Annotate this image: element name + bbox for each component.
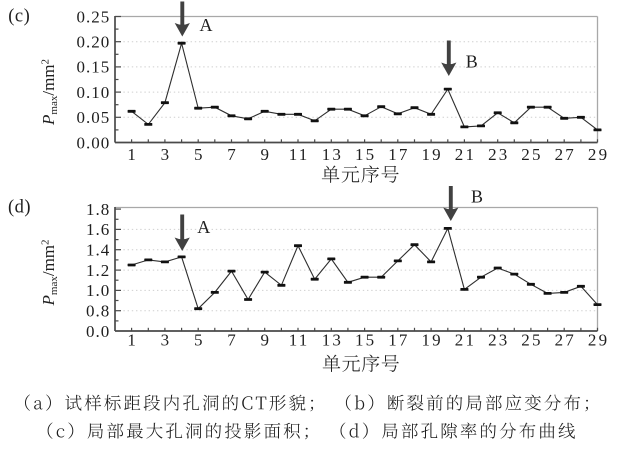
svg-text:23: 23 bbox=[488, 331, 509, 350]
svg-text:0.15: 0.15 bbox=[76, 58, 110, 77]
svg-text:0.20: 0.20 bbox=[76, 33, 110, 52]
svg-text:11: 11 bbox=[289, 331, 310, 350]
svg-text:19: 19 bbox=[421, 331, 442, 350]
svg-text:15: 15 bbox=[355, 331, 376, 350]
svg-text:5: 5 bbox=[194, 331, 205, 350]
svg-text:9: 9 bbox=[260, 145, 271, 164]
svg-text:29: 29 bbox=[588, 331, 609, 350]
svg-text:0.05: 0.05 bbox=[76, 108, 110, 127]
svg-text:A: A bbox=[200, 15, 213, 35]
svg-text:1.2: 1.2 bbox=[86, 261, 110, 280]
svg-text:3: 3 bbox=[161, 145, 172, 164]
svg-text:29: 29 bbox=[588, 145, 609, 164]
svg-text:21: 21 bbox=[455, 331, 476, 350]
svg-text:0.8: 0.8 bbox=[86, 302, 110, 321]
svg-text:0.00: 0.00 bbox=[76, 133, 110, 152]
svg-text:1: 1 bbox=[127, 145, 138, 164]
svg-text:13: 13 bbox=[322, 331, 343, 350]
svg-text:25: 25 bbox=[521, 331, 542, 350]
svg-text:21: 21 bbox=[455, 145, 476, 164]
svg-text:B: B bbox=[466, 52, 478, 72]
svg-text:1: 1 bbox=[127, 331, 138, 350]
svg-text:3: 3 bbox=[161, 331, 172, 350]
svg-text:17: 17 bbox=[388, 145, 409, 164]
svg-text:9: 9 bbox=[260, 331, 271, 350]
svg-text:0.0: 0.0 bbox=[86, 322, 110, 341]
svg-text:1.4: 1.4 bbox=[86, 241, 110, 260]
svg-text:13: 13 bbox=[322, 145, 343, 164]
svg-text:(d): (d) bbox=[8, 198, 31, 218]
svg-text:A: A bbox=[197, 217, 210, 237]
svg-text:11: 11 bbox=[289, 145, 310, 164]
svg-text:0.10: 0.10 bbox=[76, 83, 110, 102]
svg-text:15: 15 bbox=[355, 145, 376, 164]
svg-text:7: 7 bbox=[227, 145, 238, 164]
svg-text:Pmax/mm2: Pmax/mm2 bbox=[39, 59, 60, 126]
svg-text:27: 27 bbox=[555, 145, 576, 164]
svg-text:(c): (c) bbox=[8, 7, 30, 27]
svg-text:23: 23 bbox=[488, 145, 509, 164]
svg-text:25: 25 bbox=[521, 145, 542, 164]
svg-text:17: 17 bbox=[388, 331, 409, 350]
svg-text:27: 27 bbox=[555, 331, 576, 350]
svg-text:19: 19 bbox=[421, 145, 442, 164]
svg-text:0.25: 0.25 bbox=[76, 7, 110, 26]
svg-text:1.0: 1.0 bbox=[86, 281, 110, 300]
svg-text:Pmax/mm2: Pmax/mm2 bbox=[39, 239, 60, 306]
svg-text:5: 5 bbox=[194, 145, 205, 164]
svg-text:1.8: 1.8 bbox=[86, 200, 110, 219]
svg-text:7: 7 bbox=[227, 331, 238, 350]
svg-text:B: B bbox=[471, 187, 483, 207]
svg-text:1.6: 1.6 bbox=[86, 220, 110, 239]
